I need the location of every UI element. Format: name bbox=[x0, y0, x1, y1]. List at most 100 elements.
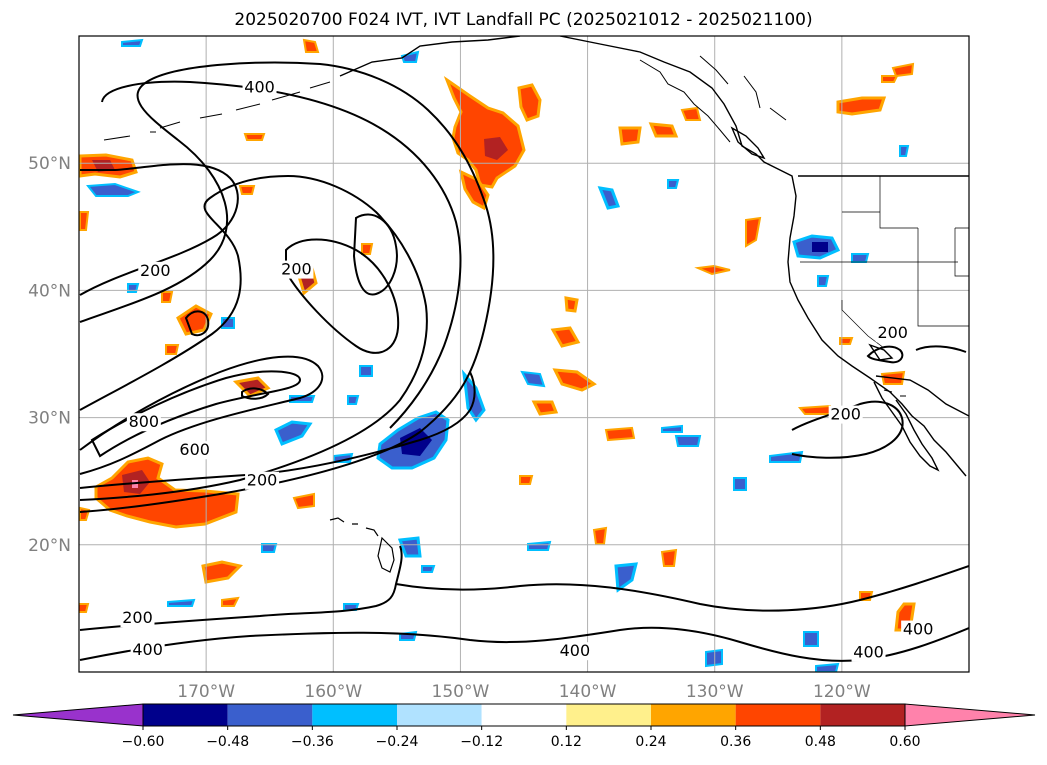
colorbar-segment bbox=[312, 704, 397, 726]
colorbar-extend-low bbox=[12, 703, 144, 727]
positive-anomaly-patch bbox=[292, 492, 315, 510]
channel-islands bbox=[883, 389, 906, 397]
hawaii-islands bbox=[329, 517, 395, 573]
colorbar-tick-label: −0.60 bbox=[122, 734, 165, 750]
state-borders bbox=[800, 176, 969, 349]
positive-anomaly-patch bbox=[238, 185, 256, 195]
negative-anomaly-patch bbox=[597, 186, 621, 210]
colorbar-tick-label: 0.24 bbox=[635, 734, 666, 750]
map-title: 2025020700 F024 IVT, IVT Landfall PC (20… bbox=[234, 10, 813, 30]
contour-label-bg bbox=[242, 78, 277, 97]
negative-anomaly-patch bbox=[121, 38, 144, 47]
colorbar-tick-label: 0.48 bbox=[805, 734, 836, 750]
colorbar-segment bbox=[143, 704, 228, 726]
positive-anomaly-patch bbox=[797, 404, 834, 415]
colorbar-tick-label: −0.24 bbox=[376, 734, 419, 750]
contour-label-bg bbox=[875, 324, 910, 343]
negative-anomaly-patch bbox=[899, 145, 910, 157]
negative-anomaly-patch bbox=[851, 253, 870, 263]
contour-label: 400 bbox=[132, 640, 163, 659]
ivt-contour-200 bbox=[915, 345, 967, 353]
contour-label-bg bbox=[126, 413, 161, 432]
contour-label-bg bbox=[828, 405, 863, 424]
contour-label-bg bbox=[851, 643, 886, 662]
negative-anomaly-patch bbox=[347, 395, 360, 405]
positive-anomaly-patch bbox=[79, 211, 90, 231]
colorbar bbox=[12, 703, 1036, 727]
ivt-contour-400 bbox=[79, 174, 428, 501]
ivt-contour-200 bbox=[79, 61, 495, 513]
positive-anomaly-patch bbox=[648, 122, 679, 138]
positive-anomaly-patch bbox=[243, 133, 266, 141]
colorbar-segment bbox=[481, 704, 567, 726]
positive-anomaly-patch bbox=[680, 106, 702, 121]
contour-label: 200 bbox=[122, 608, 153, 627]
lon-tick-label: 150°W bbox=[432, 682, 490, 702]
landfall-pc-shading bbox=[79, 38, 916, 672]
contour-label-bg bbox=[557, 642, 592, 661]
alaska-panhandle bbox=[639, 55, 787, 143]
positive-anomaly-patch bbox=[79, 506, 91, 521]
negative-anomaly-patch bbox=[527, 540, 552, 551]
positive-anomaly-patch bbox=[891, 62, 915, 78]
colorbar-tick-label: −0.36 bbox=[291, 734, 334, 750]
positive-anomaly-patch bbox=[519, 475, 534, 485]
negative-anomaly-patch bbox=[815, 662, 840, 672]
colorbar-extend-high bbox=[904, 703, 1036, 727]
contour-label: 400 bbox=[244, 78, 275, 97]
contour-label: 400 bbox=[853, 642, 884, 661]
colorbar-tick-label: 0.60 bbox=[889, 734, 920, 750]
negative-anomaly-patch bbox=[274, 420, 313, 446]
negative-anomaly-patch bbox=[520, 370, 546, 388]
lat-tick-label: 20°N bbox=[28, 536, 71, 556]
contour-label: 200 bbox=[830, 405, 861, 424]
colorbar-tick-label: −0.48 bbox=[206, 734, 249, 750]
colorbar-segment bbox=[820, 704, 905, 726]
negative-anomaly-patch bbox=[817, 275, 830, 287]
positive-anomaly-patch bbox=[79, 603, 90, 613]
negative-anomaly-patch bbox=[397, 536, 422, 558]
contour-label: 200 bbox=[247, 471, 278, 490]
negative-anomaly-patch bbox=[667, 179, 680, 189]
colorbar-tick-label: 0.36 bbox=[720, 734, 751, 750]
longitude-labels: 170°W 160°W 150°W 140°W 130°W 120°W bbox=[177, 682, 871, 702]
negative-anomaly-patch bbox=[614, 562, 638, 593]
positive-anomaly-patch bbox=[839, 337, 854, 345]
positive-anomaly-patch bbox=[517, 83, 542, 122]
ivt-contour-200 bbox=[866, 345, 904, 364]
contour-label: 200 bbox=[281, 260, 312, 279]
contour-label: 400 bbox=[560, 641, 591, 660]
contour-label: 800 bbox=[129, 412, 160, 431]
negative-anomaly-patch bbox=[661, 424, 683, 433]
contour-label-bg bbox=[901, 620, 936, 639]
coastlines bbox=[103, 36, 969, 573]
colorbar-segment bbox=[397, 704, 482, 726]
negative-anomaly-patch bbox=[167, 598, 196, 607]
positive-anomaly-patch bbox=[694, 264, 731, 276]
aleutian-islands bbox=[103, 81, 331, 141]
positive-anomaly-patch bbox=[592, 526, 608, 545]
north-america-coastline bbox=[339, 36, 967, 477]
positive-anomaly-patch bbox=[361, 243, 374, 255]
contour-label-bg bbox=[177, 441, 212, 460]
contour-label: 200 bbox=[140, 261, 171, 280]
negative-anomaly-patch bbox=[733, 477, 747, 491]
ivt-contour-400 bbox=[101, 80, 462, 429]
positive-anomaly-patch bbox=[161, 291, 174, 303]
positive-anomaly-patch bbox=[604, 426, 636, 442]
positive-anomaly-patch bbox=[531, 400, 559, 416]
colorbar-segment bbox=[566, 704, 651, 726]
lon-tick-label: 120°W bbox=[813, 682, 871, 702]
lon-tick-label: 170°W bbox=[177, 682, 235, 702]
positive-anomaly-patch bbox=[550, 326, 581, 348]
mexico-border bbox=[875, 375, 969, 417]
positive-anomaly-patch bbox=[221, 596, 240, 607]
lat-tick-label: 50°N bbox=[28, 154, 71, 174]
negative-anomaly-patch bbox=[359, 365, 373, 377]
colorbar-labels: −0.60 −0.48 −0.36 −0.24 −0.12 0.12 0.24 0.36 0.4… bbox=[122, 726, 921, 750]
contour-label: 200 bbox=[877, 323, 908, 342]
positive-anomaly-patch bbox=[165, 344, 180, 355]
contour-label-bg bbox=[279, 260, 314, 279]
ivt-contour-200 bbox=[352, 213, 398, 296]
